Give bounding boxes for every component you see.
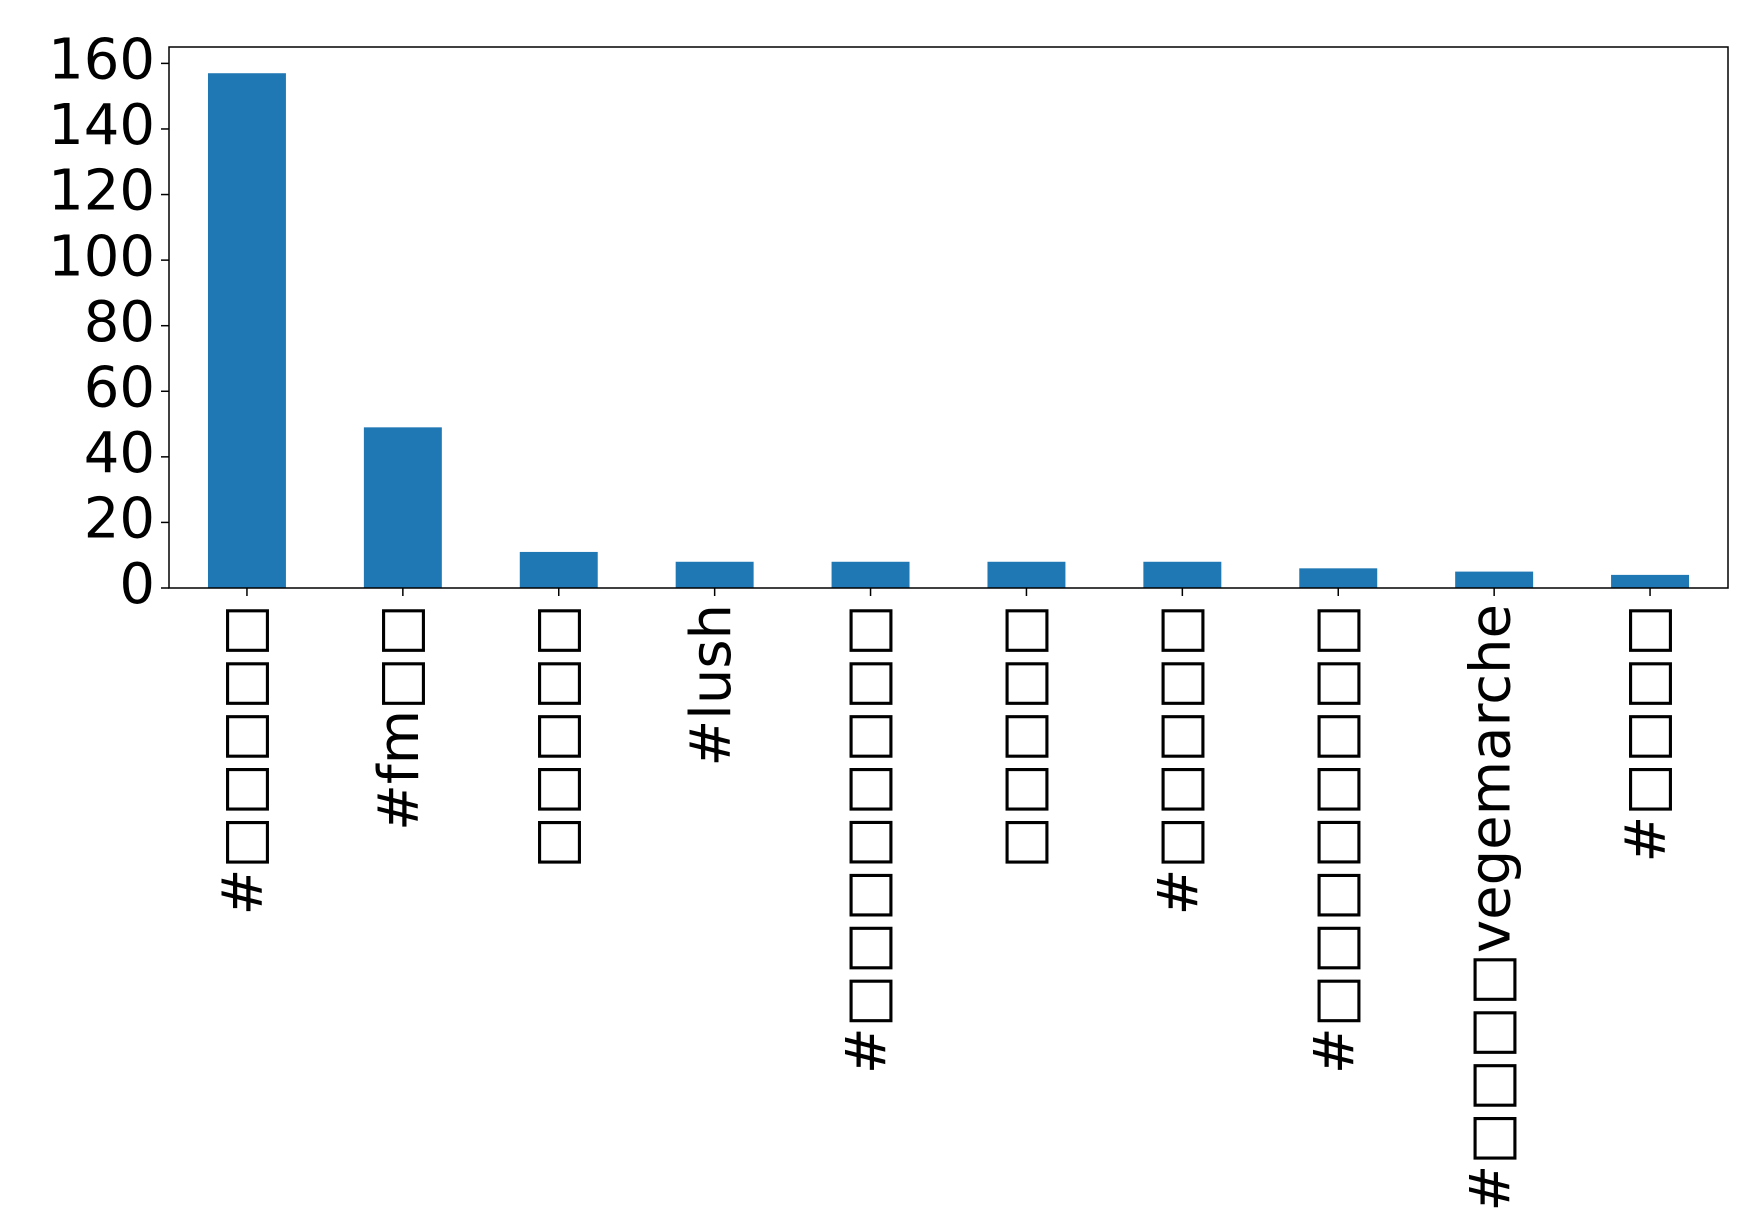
x-tick-label: #fm□□ <box>367 604 432 831</box>
bar <box>1611 574 1690 588</box>
y-tick-label: 100 <box>48 224 155 289</box>
y-tick-label: 140 <box>48 93 155 158</box>
bar <box>1455 571 1534 588</box>
bar <box>519 551 598 588</box>
y-tick-label: 0 <box>119 552 155 617</box>
bar <box>207 73 286 589</box>
y-tick-label: 120 <box>48 159 155 224</box>
y-tick-label: 80 <box>84 290 155 355</box>
bar <box>1299 568 1378 588</box>
bar <box>831 561 910 588</box>
bar <box>1143 561 1222 588</box>
y-tick-label: 160 <box>48 28 155 93</box>
x-tick-label: #□□□□□ <box>211 604 276 915</box>
y-tick-label: 40 <box>84 421 155 486</box>
x-tick-label: #lush <box>679 604 744 767</box>
x-tick-label: #□□□□vegemarche <box>1458 604 1523 1212</box>
bar <box>363 427 442 588</box>
bar <box>675 561 754 588</box>
x-tick-label: □□□□□ <box>991 604 1056 869</box>
x-tick-label: #□□□□□ <box>1146 604 1211 915</box>
plot-frame <box>168 46 1729 589</box>
x-tick-label: □□□□□ <box>523 604 588 869</box>
y-tick-label: 60 <box>84 355 155 420</box>
x-tick-label: #□□□□ <box>1614 604 1679 863</box>
bar <box>987 561 1066 588</box>
x-tick-label: #□□□□□□□□ <box>1302 604 1367 1074</box>
x-tick-label: #□□□□□□□□ <box>835 604 900 1074</box>
y-tick-label: 20 <box>84 487 155 552</box>
